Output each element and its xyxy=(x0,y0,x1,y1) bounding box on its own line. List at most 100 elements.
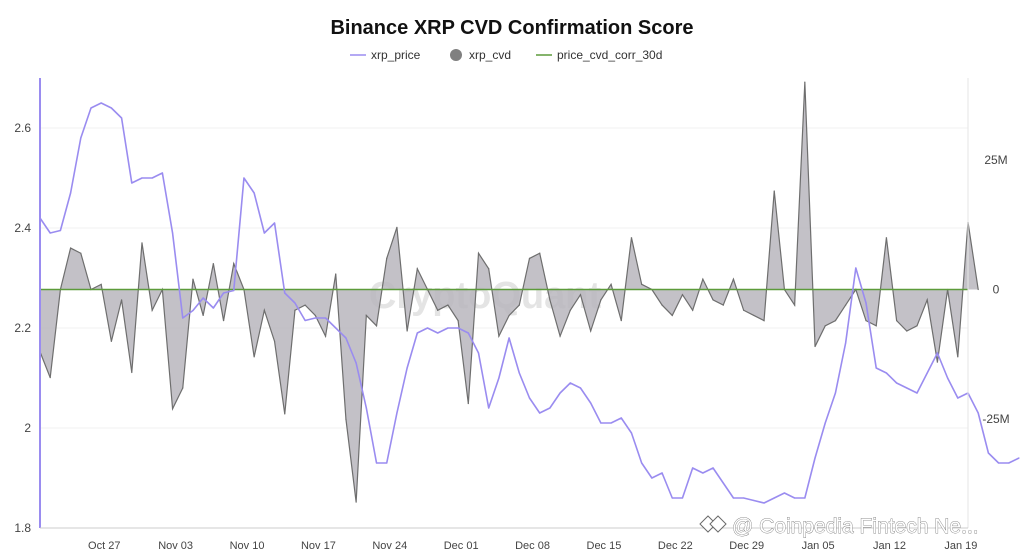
coinpedia-logo-icon xyxy=(699,515,727,533)
xrp-price-point xyxy=(702,472,704,474)
xrp-cvd-point xyxy=(916,325,918,327)
xrp-cvd-point xyxy=(579,294,582,296)
xrp-price-point xyxy=(590,402,592,404)
xrp-cvd-point xyxy=(834,320,837,322)
xrp-cvd-point xyxy=(977,288,979,291)
x-tick-label: Nov 10 xyxy=(230,540,265,551)
xrp-cvd-area xyxy=(40,82,979,503)
xrp-cvd-point xyxy=(49,377,51,379)
xrp-price-point xyxy=(987,452,990,454)
y-right-tick-label: 0 xyxy=(993,283,1000,297)
x-tick-labels: Oct 27 Nov 03 Nov 10 Nov 17 Nov 24 Dec 01 Dec … xyxy=(88,540,977,551)
y-left-tick-labels: 1.8 2 2.2 2.4 2.6 xyxy=(14,121,31,535)
xrp-price-point xyxy=(284,292,286,294)
xrp-price-point xyxy=(569,382,571,384)
xrp-price-point xyxy=(783,492,786,494)
x-tick-label: Nov 17 xyxy=(301,540,336,551)
xrp-price-point xyxy=(712,467,714,469)
xrp-price-point xyxy=(671,497,673,499)
x-tick-label: Dec 01 xyxy=(444,540,479,551)
xrp-price-point xyxy=(192,309,194,312)
xrp-price-point xyxy=(120,117,123,119)
xrp-price-point xyxy=(253,192,255,194)
xrp-cvd-point xyxy=(375,325,378,327)
xrp-price-point xyxy=(100,102,102,104)
xrp-price-point xyxy=(447,327,449,329)
xrp-cvd-point xyxy=(681,294,684,296)
xrp-price-point xyxy=(885,372,888,374)
xrp-cvd-point xyxy=(957,356,959,358)
xrp-price-point xyxy=(722,482,724,484)
xrp-price-point xyxy=(804,497,806,499)
xrp-price-point xyxy=(335,327,337,329)
x-tick-label: Dec 22 xyxy=(658,540,693,551)
xrp-price-point xyxy=(906,387,908,389)
xrp-cvd-point xyxy=(294,309,296,311)
xrp-price-point xyxy=(294,302,296,304)
legend-label-price_cvd_corr_30d: price_cvd_corr_30d xyxy=(557,48,662,62)
xrp-cvd-point xyxy=(110,340,112,342)
xrp-price-point xyxy=(620,417,622,419)
y-right-tick-label: -25M xyxy=(982,412,1009,426)
xrp-cvd-point xyxy=(314,314,316,317)
xrp-price-point xyxy=(1018,457,1020,459)
xrp-cvd-point xyxy=(692,309,694,311)
xrp-cvd-point xyxy=(896,320,898,322)
xrp-cvd-point xyxy=(253,356,255,358)
xrp-price-point xyxy=(437,332,439,334)
xrp-price-point xyxy=(375,462,378,464)
xrp-cvd-point xyxy=(202,314,204,317)
x-tick-label: Jan 19 xyxy=(944,540,977,551)
axes xyxy=(39,78,969,529)
xrp-price-point xyxy=(794,497,796,499)
xrp-cvd-point xyxy=(192,278,194,280)
xrp-cvd-point xyxy=(273,340,276,342)
xrp-price-point xyxy=(997,462,1000,464)
xrp-price-point xyxy=(539,412,541,414)
xrp-price-point xyxy=(273,222,276,224)
x-tick-label: Dec 15 xyxy=(587,540,622,551)
xrp-price-point xyxy=(69,192,72,194)
xrp-price-point xyxy=(661,472,663,474)
xrp-cvd-point xyxy=(702,278,704,280)
xrp-cvd-point xyxy=(600,299,602,301)
xrp-price-point xyxy=(498,377,500,379)
legend-swatch-xrp_cvd xyxy=(450,49,462,61)
xrp-price-point xyxy=(926,372,928,374)
legend-label-xrp_price: xrp_price xyxy=(371,48,421,62)
xrp-cvd-point xyxy=(753,314,755,317)
x-tick-label: Oct 27 xyxy=(88,540,120,551)
xrp-cvd-point xyxy=(824,325,826,327)
xrp-cvd-point xyxy=(304,304,306,306)
xrp-price-point xyxy=(467,332,469,334)
x-tick-label: Nov 03 xyxy=(158,540,193,551)
x-tick-label: Dec 08 xyxy=(515,540,550,551)
xrp-cvd-point xyxy=(284,413,286,415)
xrp-price-point xyxy=(559,392,561,394)
xrp-price-point xyxy=(610,422,612,424)
xrp-price-point xyxy=(865,302,867,304)
y-right-tick-labels: -25M 0 25M xyxy=(982,153,1009,426)
xrp-cvd-point xyxy=(936,361,939,363)
xrp-cvd-point xyxy=(335,273,337,275)
xrp-price-point xyxy=(630,432,633,434)
xrp-cvd-point xyxy=(794,304,796,306)
xrp-cvd-point xyxy=(845,304,847,306)
chart-title: Binance XRP CVD Confirmation Score xyxy=(330,17,693,39)
xrp-price-point xyxy=(957,397,959,399)
xrp-price-point xyxy=(1008,462,1010,464)
xrp-price-point xyxy=(834,392,837,394)
xrp-cvd-point xyxy=(559,335,561,337)
xrp-cvd-point xyxy=(804,81,806,83)
xrp-price-point xyxy=(936,352,939,354)
xrp-cvd-point xyxy=(763,320,765,322)
xrp-cvd-point xyxy=(906,330,908,332)
y-left-tick-label: 1.8 xyxy=(14,521,31,535)
xrp-price-point xyxy=(49,232,51,234)
xrp-cvd-point xyxy=(457,320,459,322)
xrp-cvd-point xyxy=(355,501,357,503)
xrp-price-point xyxy=(426,327,429,329)
x-tick-label: Dec 29 xyxy=(729,540,764,551)
xrp-cvd-point xyxy=(773,190,775,192)
